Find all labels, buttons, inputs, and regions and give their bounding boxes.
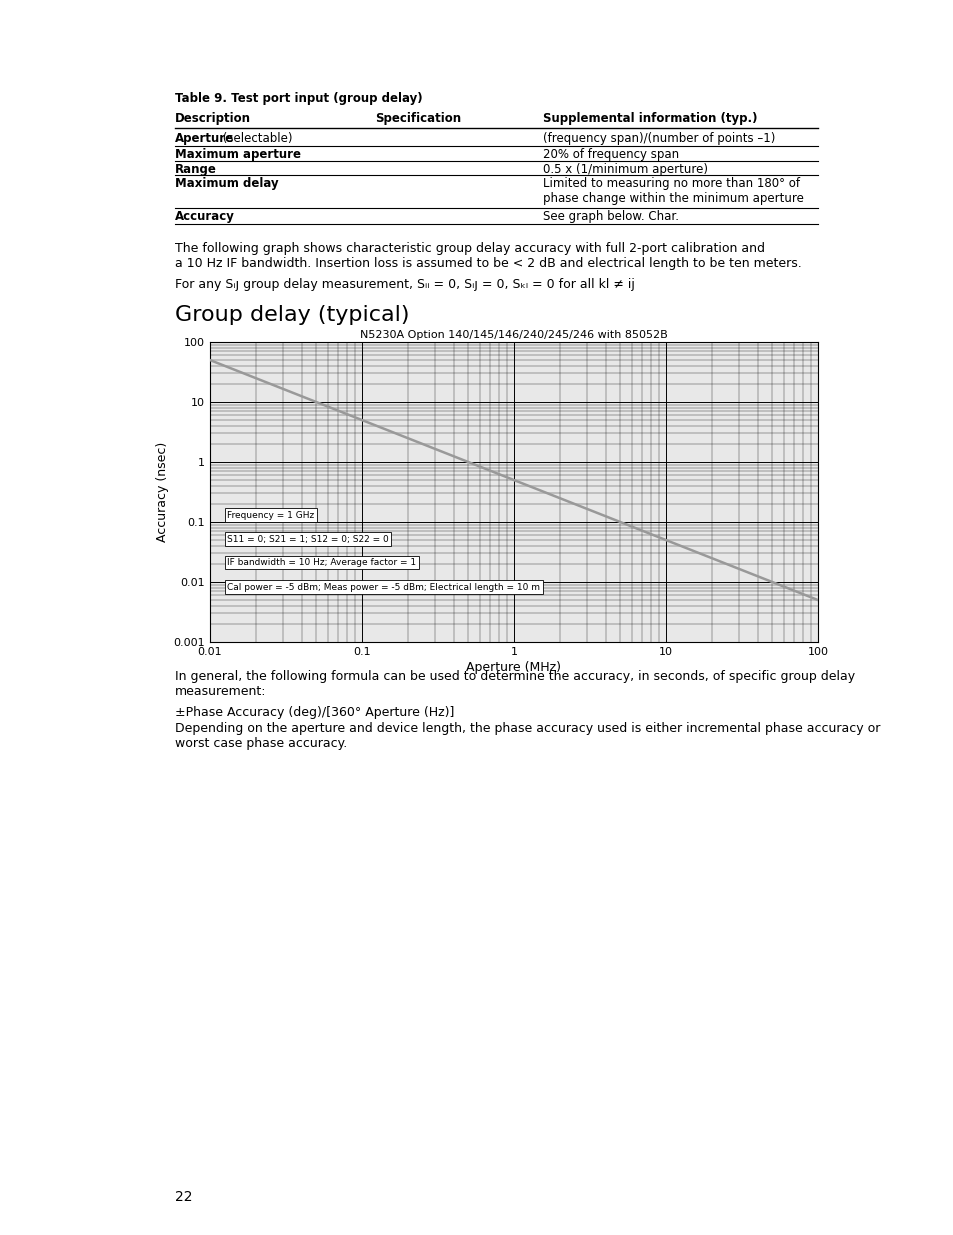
Text: Accuracy: Accuracy — [174, 210, 234, 224]
Text: The following graph shows characteristic group delay accuracy with full 2-port c: The following graph shows characteristic… — [174, 242, 801, 270]
Text: IF bandwidth = 10 Hz; Average factor = 1: IF bandwidth = 10 Hz; Average factor = 1 — [227, 558, 416, 567]
Text: (selectable): (selectable) — [219, 132, 293, 144]
Text: Maximum aperture: Maximum aperture — [174, 148, 301, 161]
Title: N5230A Option 140/145/146/240/245/246 with 85052B: N5230A Option 140/145/146/240/245/246 wi… — [359, 330, 667, 340]
Text: For any Sᵢȷ group delay measurement, Sᵢᵢ = 0, Sᵢȷ = 0, Sₖₗ = 0 for all kl ≠ ij: For any Sᵢȷ group delay measurement, Sᵢᵢ… — [174, 278, 634, 291]
Text: Supplemental information (typ.): Supplemental information (typ.) — [542, 112, 757, 125]
Text: ±Phase Accuracy (deg)/[360° Aperture (Hz)]: ±Phase Accuracy (deg)/[360° Aperture (Hz… — [174, 706, 454, 719]
Text: (frequency span)/(number of points –1): (frequency span)/(number of points –1) — [542, 132, 775, 144]
Text: Group delay (typical): Group delay (typical) — [174, 305, 409, 325]
Text: 22: 22 — [174, 1191, 193, 1204]
Text: Maximum delay: Maximum delay — [174, 177, 278, 190]
Text: Aperture: Aperture — [174, 132, 233, 144]
Text: Cal power = -5 dBm; Meas power = -5 dBm; Electrical length = 10 m: Cal power = -5 dBm; Meas power = -5 dBm;… — [227, 583, 539, 592]
Text: Table 9. Test port input (group delay): Table 9. Test port input (group delay) — [174, 91, 422, 105]
Text: Description: Description — [174, 112, 251, 125]
Text: 0.5 x (1/minimum aperture): 0.5 x (1/minimum aperture) — [542, 163, 707, 177]
Text: Frequency = 1 GHz: Frequency = 1 GHz — [227, 510, 314, 520]
Y-axis label: Accuracy (nsec): Accuracy (nsec) — [156, 442, 170, 542]
Text: S11 = 0; S21 = 1; S12 = 0; S22 = 0: S11 = 0; S21 = 1; S12 = 0; S22 = 0 — [227, 535, 389, 543]
Text: Range: Range — [174, 163, 216, 177]
Text: Depending on the aperture and device length, the phase accuracy used is either i: Depending on the aperture and device len… — [174, 722, 880, 750]
Text: Limited to measuring no more than 180° of
phase change within the minimum apertu: Limited to measuring no more than 180° o… — [542, 177, 803, 205]
X-axis label: Aperture (MHz): Aperture (MHz) — [466, 661, 561, 674]
Text: 20% of frequency span: 20% of frequency span — [542, 148, 679, 161]
Text: See graph below. Char.: See graph below. Char. — [542, 210, 679, 224]
Text: Specification: Specification — [375, 112, 460, 125]
Text: In general, the following formula can be used to determine the accuracy, in seco: In general, the following formula can be… — [174, 671, 854, 698]
